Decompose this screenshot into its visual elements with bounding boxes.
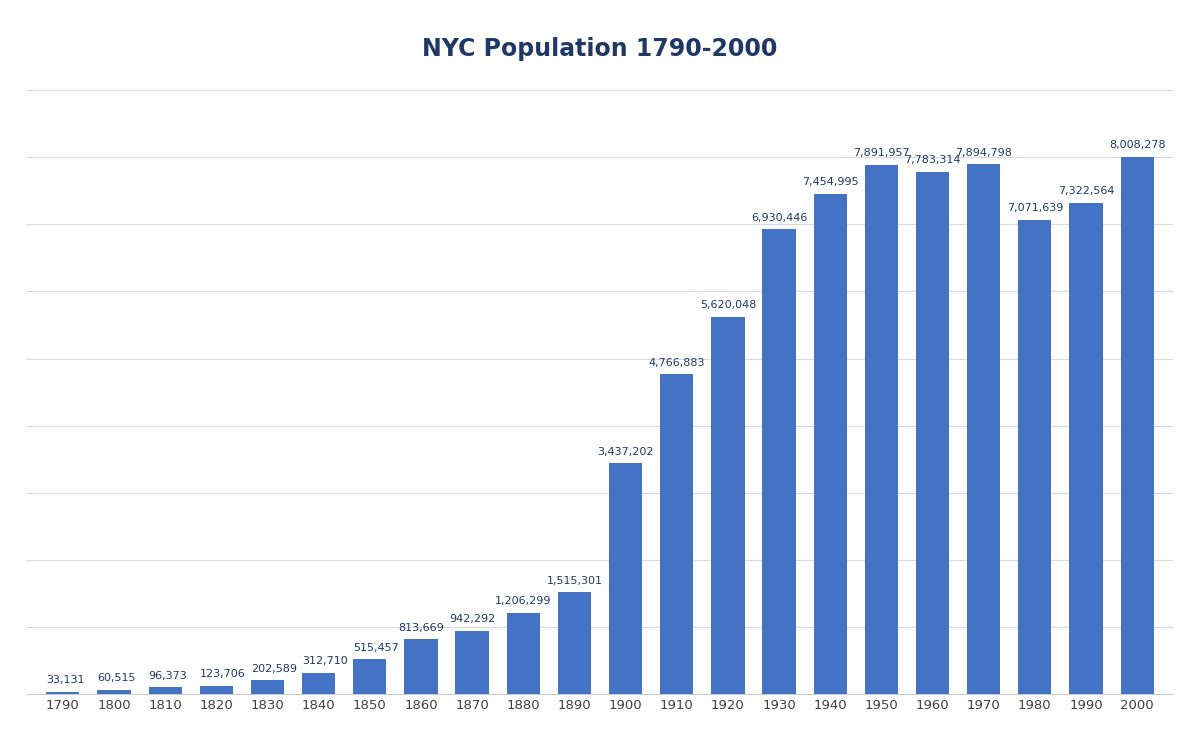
Bar [302,673,335,694]
Bar [814,194,847,694]
Bar [712,317,744,694]
Bar [506,613,540,694]
Text: 60,515: 60,515 [97,673,136,683]
Bar [97,690,131,694]
Text: 6,930,446: 6,930,446 [751,213,808,222]
Bar [660,374,694,694]
Bar [967,164,1001,694]
Text: 33,131: 33,131 [46,675,85,685]
Text: 7,454,995: 7,454,995 [802,178,858,187]
Text: 1,515,301: 1,515,301 [546,575,602,586]
Bar [916,172,949,694]
Text: 813,669: 813,669 [398,622,444,633]
Bar [608,463,642,694]
Text: 7,783,314: 7,783,314 [905,156,961,165]
Text: 7,894,798: 7,894,798 [955,148,1012,158]
Text: 5,620,048: 5,620,048 [700,300,756,310]
Text: 4,766,883: 4,766,883 [648,357,704,368]
Text: 312,710: 312,710 [302,656,348,666]
Title: NYC Population 1790-2000: NYC Population 1790-2000 [422,37,778,61]
Bar [353,659,386,694]
Bar [149,687,181,694]
Bar [1069,203,1103,694]
Text: 1,206,299: 1,206,299 [496,597,552,606]
Text: 7,891,957: 7,891,957 [853,148,910,158]
Text: 515,457: 515,457 [353,643,398,653]
Bar [251,680,284,694]
Text: 942,292: 942,292 [449,614,496,624]
Bar [865,164,898,694]
Text: 7,322,564: 7,322,564 [1057,186,1115,196]
Text: 7,071,639: 7,071,639 [1007,203,1063,213]
Bar [558,592,592,694]
Text: 3,437,202: 3,437,202 [598,447,654,457]
Bar [762,229,796,694]
Text: 123,706: 123,706 [199,669,246,679]
Bar [46,691,79,694]
Text: 8,008,278: 8,008,278 [1109,140,1165,150]
Text: 202,589: 202,589 [251,664,296,674]
Bar [1121,157,1154,694]
Bar [456,631,488,694]
Bar [404,639,438,694]
Text: 96,373: 96,373 [149,671,187,681]
Bar [199,686,233,694]
Bar [1019,219,1051,694]
